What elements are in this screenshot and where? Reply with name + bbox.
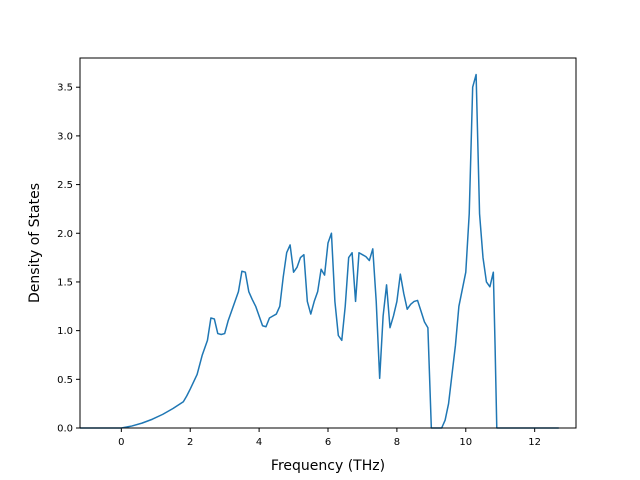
y-tick-label: 0.5 <box>57 375 73 386</box>
x-tick-label: 8 <box>394 437 400 448</box>
x-tick-label: 6 <box>325 437 331 448</box>
x-axis-ticks: 0 2 4 6 8 10 12 <box>118 428 541 448</box>
y-tick-label: 0.0 <box>57 424 73 435</box>
y-tick-label: 3.5 <box>57 83 73 94</box>
y-tick-label: 1.0 <box>57 326 73 337</box>
y-axis-ticks: 0.0 0.5 1.0 1.5 2.0 2.5 3.0 3.5 <box>57 83 80 435</box>
y-tick-label: 2.5 <box>57 180 73 191</box>
y-tick-label: 1.5 <box>57 277 73 288</box>
x-tick-label: 10 <box>459 437 472 448</box>
y-tick-label: 3.0 <box>57 131 73 142</box>
x-tick-label: 4 <box>256 437 262 448</box>
x-tick-label: 0 <box>118 437 124 448</box>
x-tick-label: 2 <box>187 437 193 448</box>
y-axis-label: Density of States <box>27 183 43 303</box>
y-tick-label: 2.0 <box>57 229 73 240</box>
x-tick-label: 12 <box>528 437 541 448</box>
x-axis-label: Frequency (THz) <box>271 458 385 474</box>
plot-frame <box>79 57 577 429</box>
dos-series-line <box>80 73 559 429</box>
